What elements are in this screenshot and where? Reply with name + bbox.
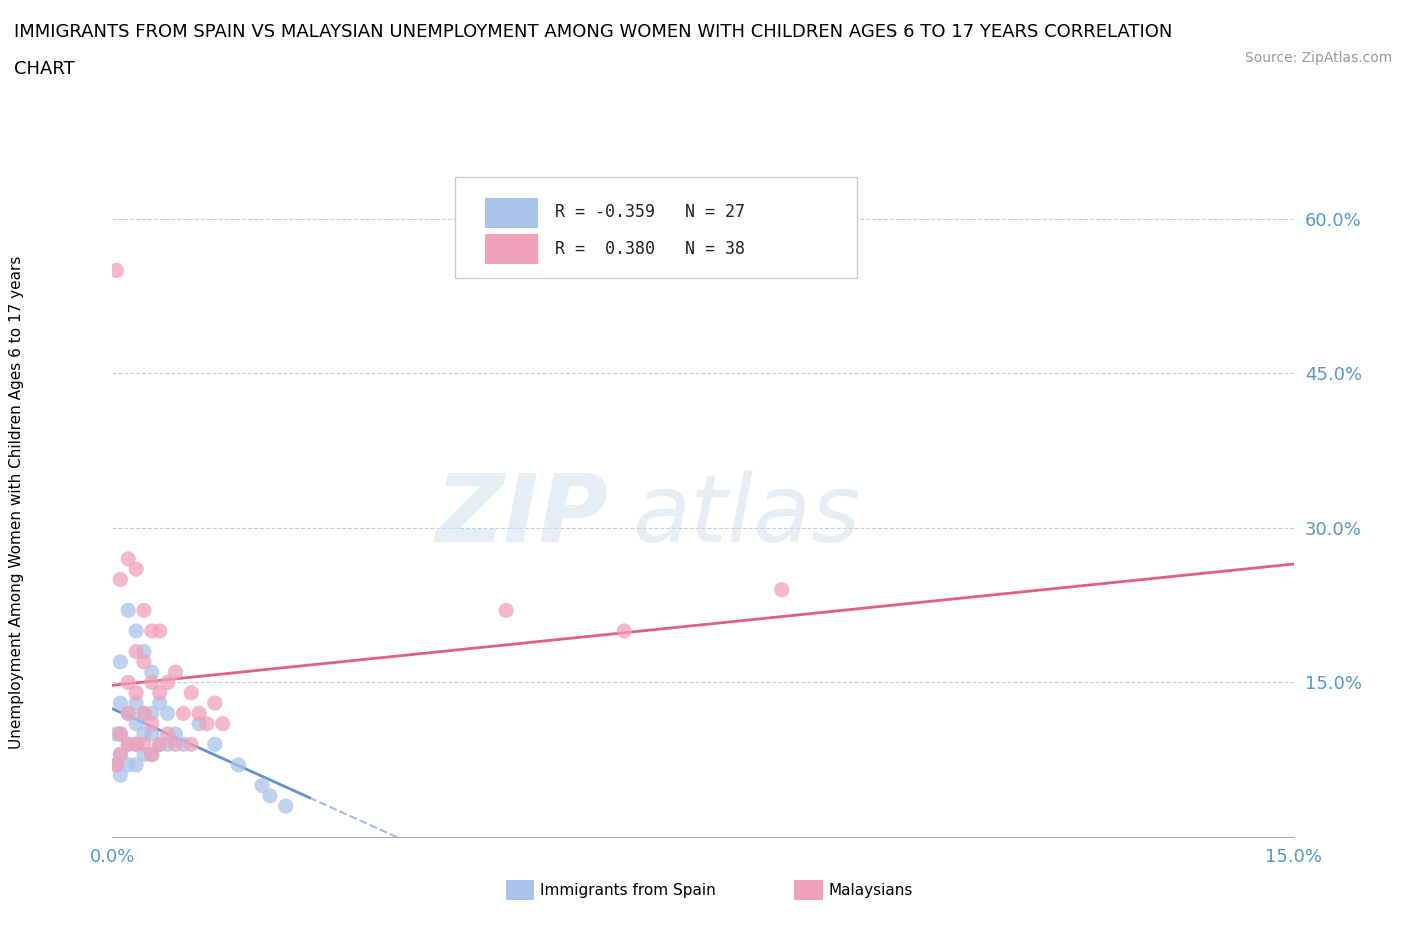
Text: ZIP: ZIP bbox=[436, 470, 609, 562]
Point bbox=[156, 726, 179, 741]
Text: Immigrants from Spain: Immigrants from Spain bbox=[540, 883, 716, 897]
Point bbox=[132, 737, 155, 751]
Point bbox=[165, 665, 187, 680]
Text: IMMIGRANTS FROM SPAIN VS MALAYSIAN UNEMPLOYMENT AMONG WOMEN WITH CHILDREN AGES 6: IMMIGRANTS FROM SPAIN VS MALAYSIAN UNEMP… bbox=[14, 23, 1173, 41]
Point bbox=[141, 623, 163, 638]
Point bbox=[125, 737, 148, 751]
Point bbox=[132, 644, 155, 659]
Point bbox=[110, 747, 132, 762]
Point bbox=[105, 726, 128, 741]
Point bbox=[180, 737, 202, 751]
Text: R =  0.380   N = 38: R = 0.380 N = 38 bbox=[555, 240, 745, 259]
Point bbox=[141, 706, 163, 721]
Point bbox=[149, 737, 172, 751]
FancyBboxPatch shape bbox=[485, 197, 537, 228]
Point bbox=[204, 737, 226, 751]
Point bbox=[195, 716, 218, 731]
Text: CHART: CHART bbox=[14, 60, 75, 78]
Point bbox=[259, 789, 281, 804]
Point bbox=[156, 675, 179, 690]
Point bbox=[165, 726, 187, 741]
Point bbox=[770, 582, 793, 597]
Point bbox=[125, 623, 148, 638]
Point bbox=[125, 562, 148, 577]
Point bbox=[105, 263, 128, 278]
Point bbox=[149, 685, 172, 700]
Point bbox=[105, 757, 128, 772]
Point bbox=[132, 726, 155, 741]
Point bbox=[117, 706, 139, 721]
Point bbox=[117, 603, 139, 618]
Point bbox=[180, 685, 202, 700]
Point bbox=[211, 716, 233, 731]
Point bbox=[110, 572, 132, 587]
Text: Source: ZipAtlas.com: Source: ZipAtlas.com bbox=[1244, 51, 1392, 65]
Point bbox=[204, 696, 226, 711]
Point bbox=[125, 757, 148, 772]
Point bbox=[274, 799, 297, 814]
Point bbox=[149, 623, 172, 638]
Point bbox=[110, 726, 132, 741]
Point bbox=[117, 551, 139, 566]
Point bbox=[613, 623, 636, 638]
Point bbox=[141, 726, 163, 741]
Point bbox=[172, 706, 194, 721]
Point bbox=[188, 716, 211, 731]
Point bbox=[132, 603, 155, 618]
Point bbox=[110, 747, 132, 762]
Text: atlas: atlas bbox=[633, 470, 860, 561]
Point bbox=[125, 685, 148, 700]
Text: R = -0.359   N = 27: R = -0.359 N = 27 bbox=[555, 204, 745, 221]
Point bbox=[132, 747, 155, 762]
Point bbox=[156, 737, 179, 751]
Point bbox=[188, 706, 211, 721]
Point bbox=[117, 737, 139, 751]
Text: Malaysians: Malaysians bbox=[828, 883, 912, 897]
Point bbox=[172, 737, 194, 751]
Point bbox=[110, 768, 132, 783]
Point bbox=[117, 757, 139, 772]
Point bbox=[110, 696, 132, 711]
Point bbox=[132, 655, 155, 670]
Text: Unemployment Among Women with Children Ages 6 to 17 years: Unemployment Among Women with Children A… bbox=[10, 256, 24, 749]
FancyBboxPatch shape bbox=[485, 234, 537, 264]
Point bbox=[125, 716, 148, 731]
Point bbox=[141, 747, 163, 762]
Point bbox=[117, 706, 139, 721]
Point bbox=[141, 675, 163, 690]
Point bbox=[125, 737, 148, 751]
Point bbox=[250, 778, 273, 793]
Point bbox=[132, 706, 155, 721]
Point bbox=[132, 706, 155, 721]
FancyBboxPatch shape bbox=[456, 178, 856, 278]
Point bbox=[165, 737, 187, 751]
Point bbox=[156, 706, 179, 721]
Point bbox=[495, 603, 517, 618]
Point bbox=[125, 696, 148, 711]
Point bbox=[149, 737, 172, 751]
Point bbox=[125, 644, 148, 659]
Point bbox=[228, 757, 250, 772]
Point bbox=[117, 675, 139, 690]
Point bbox=[105, 757, 128, 772]
Point bbox=[141, 716, 163, 731]
Point bbox=[110, 726, 132, 741]
Point bbox=[141, 665, 163, 680]
Point bbox=[149, 696, 172, 711]
Point bbox=[117, 737, 139, 751]
Point bbox=[110, 655, 132, 670]
Point bbox=[141, 747, 163, 762]
